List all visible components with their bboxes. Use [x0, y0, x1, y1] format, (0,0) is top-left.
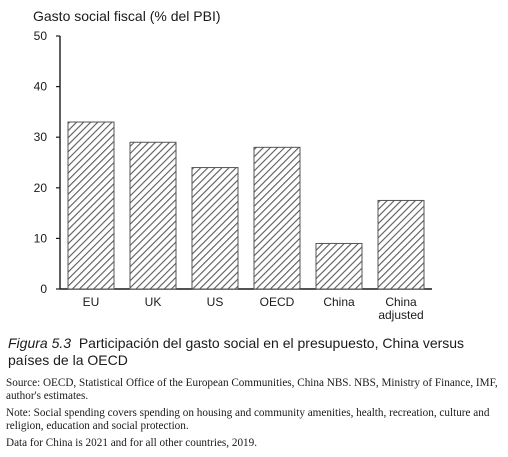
- chart-title: Gasto social fiscal (% del PBI): [33, 8, 221, 24]
- bar-us: [191, 167, 239, 290]
- y-tick-label: 30: [34, 130, 48, 144]
- y-tick-label: 10: [34, 231, 48, 245]
- y-tick-label: 40: [34, 80, 48, 94]
- category-label: China adjusted: [378, 295, 423, 322]
- y-axis: 0 10 20 30 40 50: [34, 29, 61, 296]
- bar-uk: [129, 141, 177, 290]
- bar-chart: Gasto social fiscal (% del PBI) 0 10 20 30 4…: [33, 8, 432, 322]
- bar-china-adjusted: [377, 199, 425, 290]
- y-tick-label: 50: [34, 29, 48, 43]
- chart-notes: Source: OECD, Statistical Office of the …: [6, 377, 504, 453]
- bar-oecd: [253, 146, 301, 290]
- source-note: Source: OECD, Statistical Office of the …: [6, 377, 498, 403]
- category-label: US: [207, 295, 224, 309]
- category-label: UK: [145, 295, 162, 309]
- y-tick-label: 0: [40, 282, 47, 296]
- category-label: China: [323, 295, 355, 309]
- figure-label: Figura 5.3: [8, 335, 72, 351]
- category-label: OECD: [260, 295, 295, 309]
- bar-eu: [67, 121, 115, 290]
- figure-caption: Figura 5.3 Participación del gasto socia…: [8, 335, 500, 369]
- figure-caption-text: Participación del gasto social en el pre…: [8, 335, 465, 368]
- bars: [67, 121, 425, 290]
- definition-note: Note: Social spending covers spending on…: [6, 406, 490, 433]
- data-years-note: Data for China is 2021 and for all other…: [6, 436, 258, 449]
- category-labels: EU UK US OECD China China adjusted: [83, 295, 424, 322]
- y-tick-label: 20: [34, 181, 48, 195]
- bar-china: [315, 242, 363, 290]
- category-label: EU: [83, 295, 100, 309]
